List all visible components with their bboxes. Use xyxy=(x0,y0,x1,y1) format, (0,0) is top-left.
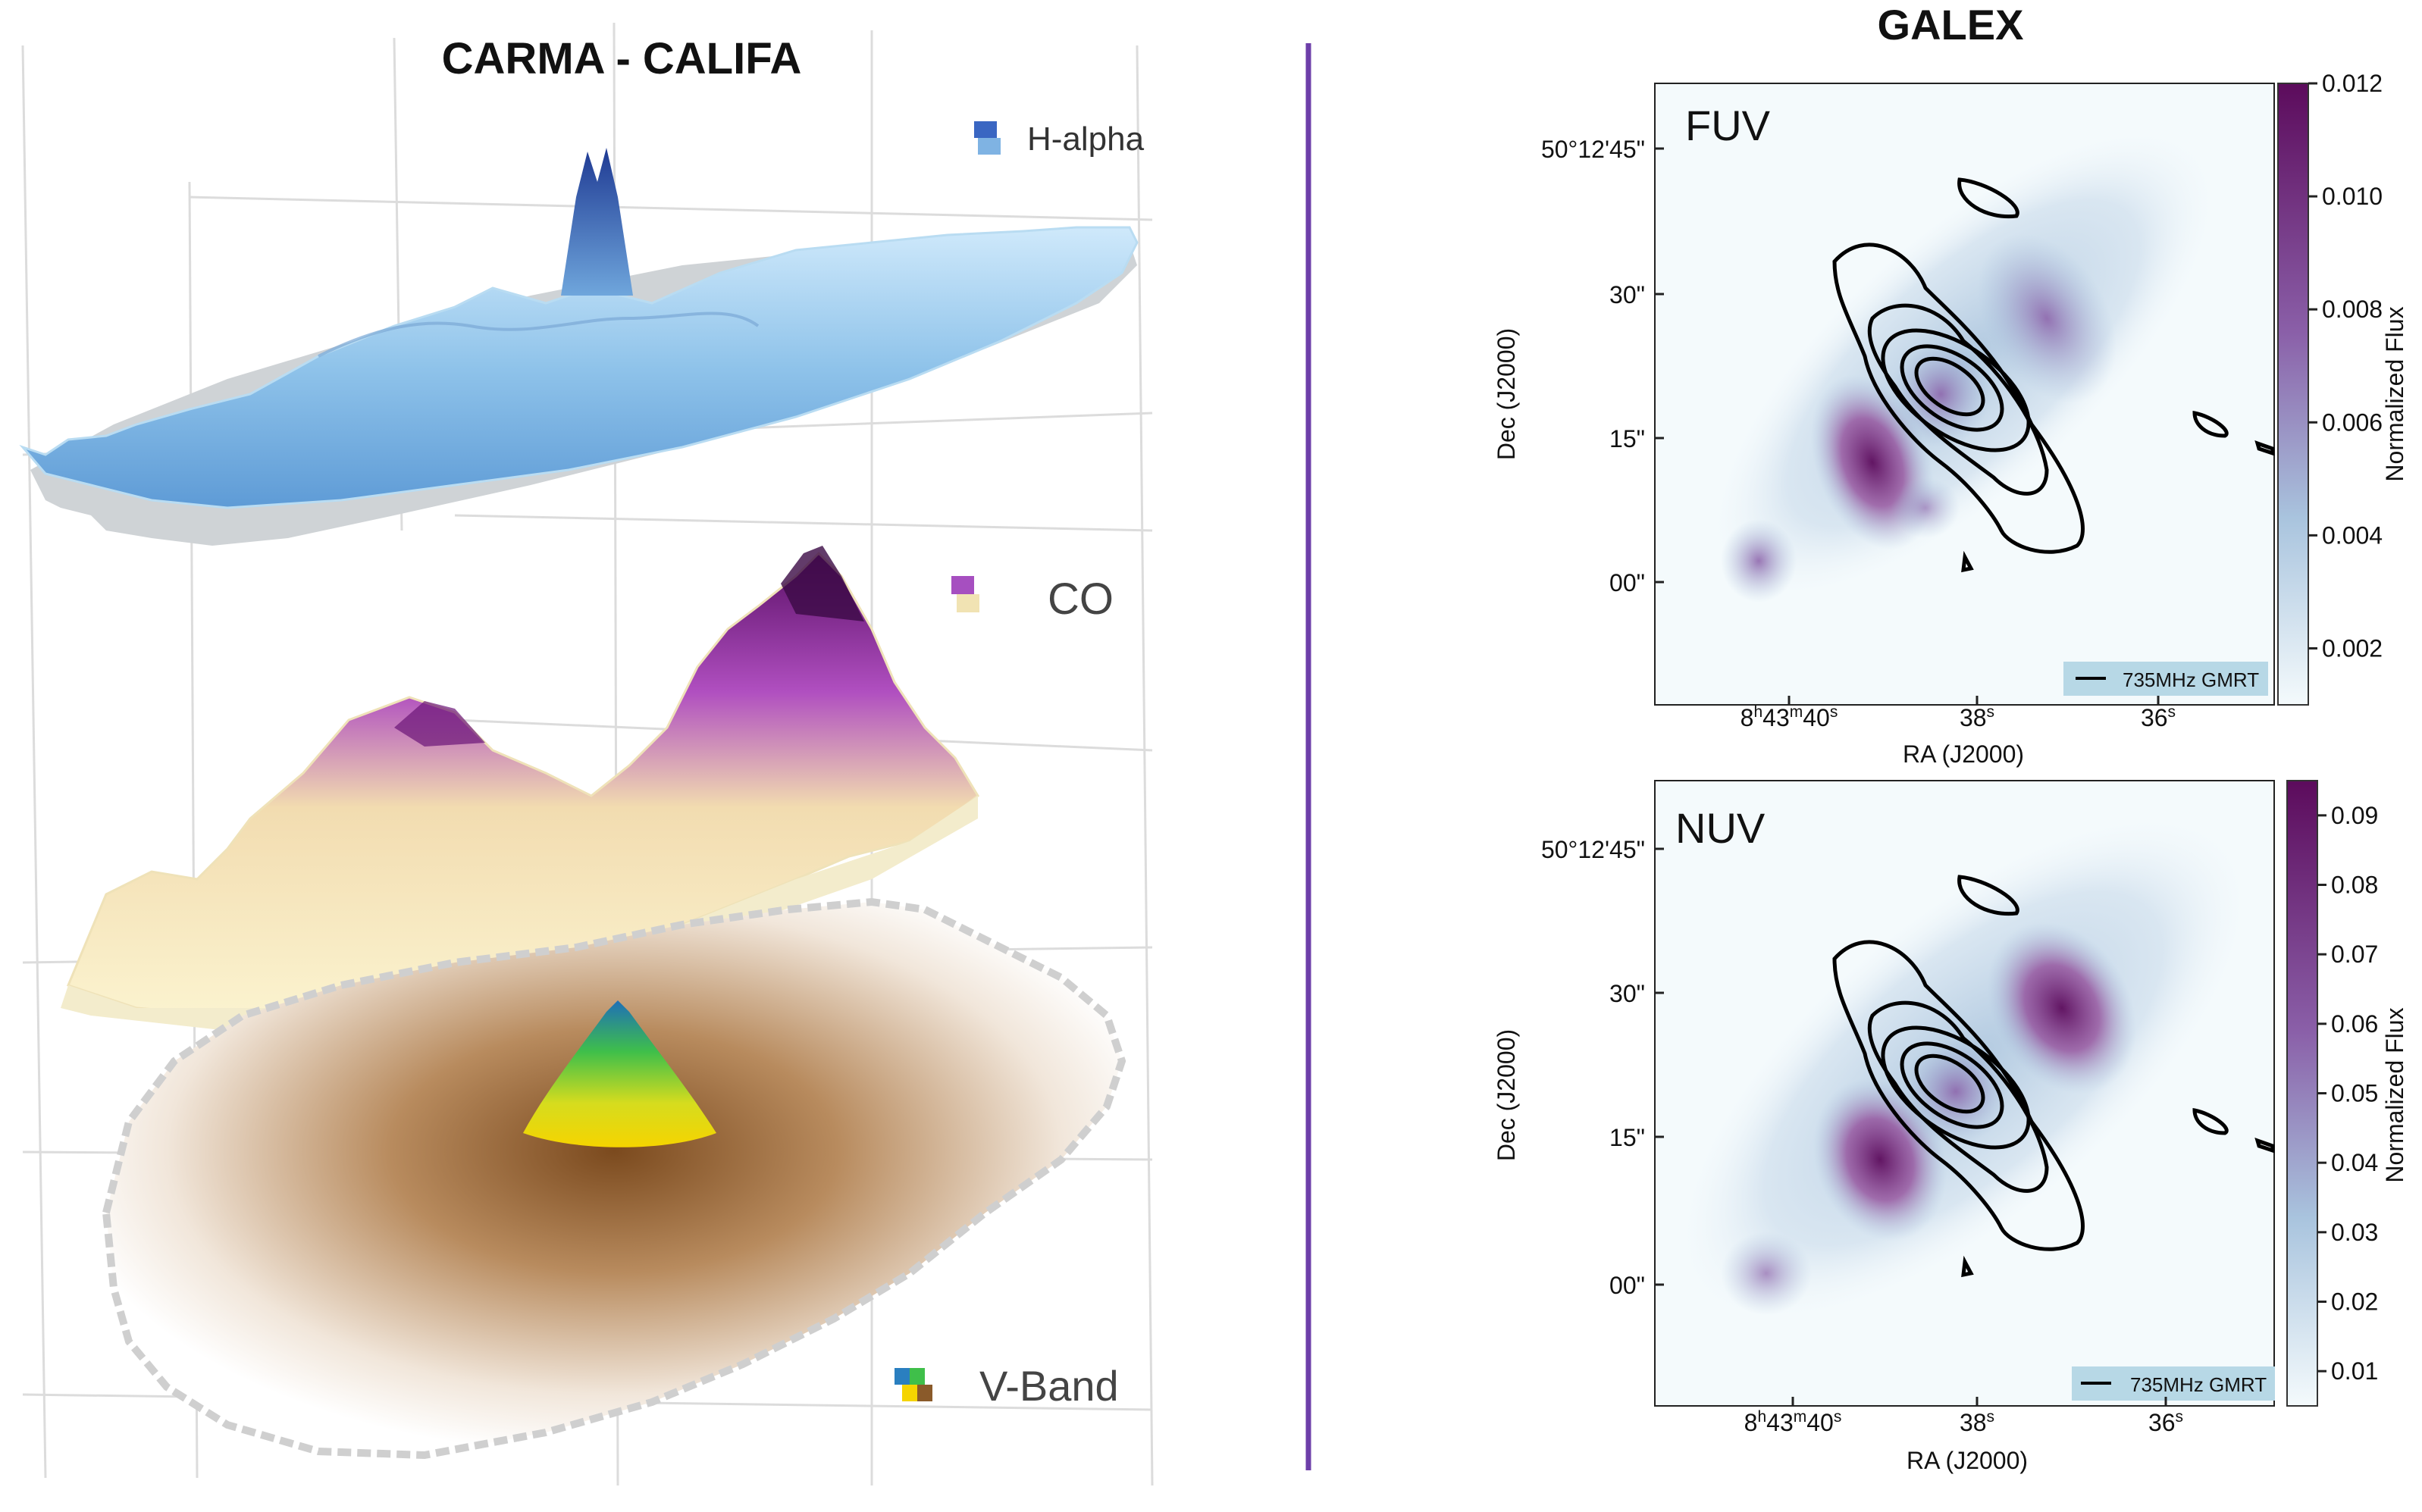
nuv-xtick-2: 38s xyxy=(1960,1408,1994,1436)
nuv-cb-tick-label-1: 0.08 xyxy=(2331,872,2378,899)
nuv-colorbar: 0.09 0.08 0.07 0.06 0.05 0.04 0.03 0.02 0.01 Nor… xyxy=(2286,780,2408,1407)
fuv-contours xyxy=(1832,177,2275,573)
nuv-cb-tick-label-8: 0.01 xyxy=(2331,1357,2378,1385)
fuv-cb-tick-label-2: 0.008 xyxy=(2322,296,2383,323)
nuv-cb-tick-label-4: 0.05 xyxy=(2331,1080,2378,1107)
co-legend: CO xyxy=(951,574,1114,624)
nuv-legend-label: 735MHz GMRT xyxy=(2130,1373,2267,1396)
nuv-contour-8 xyxy=(1961,1255,1974,1278)
nuv-contour-5 xyxy=(1914,1053,1985,1114)
nuv-contour-7 xyxy=(2192,1107,2229,1135)
fuv-panel: FUV 735MHz GMRT 8h43m40s 38s 36s RA (J20… xyxy=(1493,70,2408,768)
fuv-contour-3 xyxy=(1881,328,2031,452)
fuv-x-ticks xyxy=(1788,696,2160,705)
nuv-ytick-3: 15" xyxy=(1609,1124,1645,1151)
nuv-x-ticks xyxy=(1791,1397,2167,1406)
nuv-ylabel: Dec (J2000) xyxy=(1493,1029,1520,1161)
fuv-colorbar: 0.012 0.010 0.008 0.006 0.004 0.002 Normalize… xyxy=(2277,70,2408,706)
nuv-contour-2 xyxy=(1867,1000,2049,1193)
fuv-cb-tick-label-4: 0.004 xyxy=(2322,521,2383,549)
fuv-xtick-1: 8h43m40s xyxy=(1741,703,1838,731)
left-title: CARMA - CALIFA xyxy=(442,34,802,83)
v-band-swatch-icon xyxy=(895,1368,910,1385)
fuv-contour-9 xyxy=(2254,440,2275,456)
nuv-contour-6 xyxy=(1957,875,2019,916)
fuv-contour-7 xyxy=(2192,410,2229,438)
nuv-contour-1 xyxy=(1832,940,2085,1251)
nuv-cb-tick-label-6: 0.03 xyxy=(2331,1219,2378,1246)
fuv-xtick-3: 36s xyxy=(2141,703,2176,731)
fuv-colorbar-label: Normalized Flux xyxy=(2381,306,2408,481)
nuv-ytick-2: 30" xyxy=(1609,980,1645,1007)
v-band-layer: V-Band xyxy=(102,897,1126,1460)
fuv-xlabel: RA (J2000) xyxy=(1903,740,2024,768)
fuv-ytick-1: 50°12'45" xyxy=(1541,136,1645,163)
h-alpha-swatch-icon xyxy=(974,121,997,138)
fuv-contour-6 xyxy=(1957,177,2019,219)
fuv-cb-tick-label-5: 0.002 xyxy=(2322,634,2383,662)
left-3d-panel: CARMA - CALIFA H-alpha CO xyxy=(19,22,1154,1486)
nuv-cb-tick-label-3: 0.06 xyxy=(2331,1010,2378,1038)
v-band-legend: V-Band xyxy=(895,1362,1119,1410)
nuv-xtick-1: 8h43m40s xyxy=(1744,1408,1842,1436)
v-band-label: V-Band xyxy=(979,1362,1119,1410)
nuv-cb-tick-label-5: 0.04 xyxy=(2331,1149,2378,1176)
nuv-contour-9 xyxy=(2254,1138,2275,1154)
fuv-ylabel: Dec (J2000) xyxy=(1493,328,1520,460)
h-alpha-legend: H-alpha xyxy=(974,121,1145,158)
nuv-ytick-1: 50°12'45" xyxy=(1541,836,1645,863)
nuv-y-ticks xyxy=(1655,847,1664,1286)
fuv-ytick-2: 30" xyxy=(1609,281,1645,308)
fuv-contour-5 xyxy=(1914,356,1985,417)
nuv-contours xyxy=(1832,875,2275,1278)
nuv-panel: NUV 735MHz GMRT 8h43m40s 38s 36s RA (J20… xyxy=(1493,780,2408,1474)
nuv-cb-tick-label-0: 0.09 xyxy=(2331,802,2378,829)
fuv-contour-4 xyxy=(1900,344,2004,432)
nuv-contour-4 xyxy=(1900,1041,2004,1129)
h-alpha-layer: H-alpha xyxy=(19,121,1145,546)
v-band-peak xyxy=(523,1000,716,1147)
fuv-contour-1 xyxy=(1832,243,2085,554)
h-alpha-label: H-alpha xyxy=(1027,121,1145,158)
fuv-y-ticks xyxy=(1655,147,1664,584)
fuv-ytick-3: 15" xyxy=(1609,425,1645,452)
fuv-panel-label: FUV xyxy=(1685,102,1771,149)
galex-title: GALEX xyxy=(1878,1,2024,49)
fuv-legend-label: 735MHz GMRT xyxy=(2123,668,2259,691)
fuv-legend: 735MHz GMRT xyxy=(2063,662,2268,696)
fuv-contour-8 xyxy=(1961,550,1974,573)
nuv-panel-label: NUV xyxy=(1675,804,1766,852)
fuv-cb-tick-label-0: 0.012 xyxy=(2322,70,2383,97)
nuv-cb-tick-label-2: 0.07 xyxy=(2331,941,2378,968)
nuv-colorbar-label: Normalized Flux xyxy=(2381,1007,2408,1182)
fuv-xtick-2: 38s xyxy=(1960,703,1994,731)
fuv-ytick-4: 00" xyxy=(1609,569,1645,596)
fuv-cb-tick-label-3: 0.006 xyxy=(2322,409,2383,436)
co-swatch-icon xyxy=(951,576,974,594)
nuv-xtick-3: 36s xyxy=(2148,1408,2183,1436)
fuv-emission xyxy=(1711,130,2216,603)
nuv-contour-3 xyxy=(1881,1025,2031,1150)
nuv-ytick-4: 00" xyxy=(1609,1272,1645,1299)
h-alpha-peak xyxy=(561,148,633,296)
nuv-cb-tick-label-7: 0.02 xyxy=(2331,1288,2378,1316)
co-label: CO xyxy=(1048,574,1114,624)
nuv-xlabel: RA (J2000) xyxy=(1907,1447,2028,1474)
nuv-legend: 735MHz GMRT xyxy=(2072,1366,2275,1401)
fuv-cb-tick-label-1: 0.010 xyxy=(2322,183,2383,210)
fuv-contour-2 xyxy=(1867,303,2049,496)
